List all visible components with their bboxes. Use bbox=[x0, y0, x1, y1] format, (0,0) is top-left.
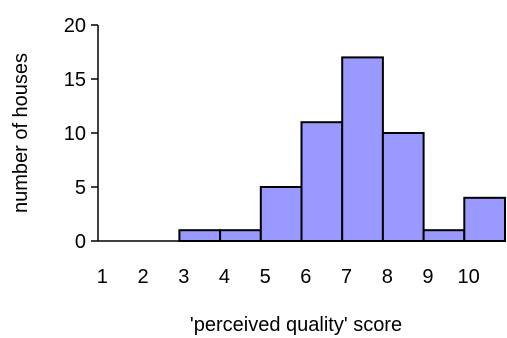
x-tick-label: 2 bbox=[137, 266, 148, 288]
bar-10 bbox=[463, 196, 506, 243]
bar-7 bbox=[341, 56, 384, 243]
x-tick-label: 6 bbox=[300, 266, 311, 288]
bars-group bbox=[178, 56, 506, 243]
x-tick-label: 9 bbox=[422, 266, 433, 288]
x-tick-label: 5 bbox=[260, 266, 271, 288]
x-axis-tick-labels: 1 2 3 4 5 6 7 8 9 10 bbox=[97, 266, 480, 288]
x-tick-label: 7 bbox=[341, 266, 352, 288]
x-tick-label: 3 bbox=[178, 266, 189, 288]
bar-8 bbox=[381, 132, 425, 242]
y-axis-title: number of houses bbox=[10, 53, 32, 213]
bar-5 bbox=[259, 186, 303, 242]
y-tick-label: 5 bbox=[75, 177, 86, 199]
x-tick-label: 4 bbox=[219, 266, 230, 288]
x-tick-label: 1 bbox=[97, 266, 108, 288]
x-axis-title: 'perceived quality' score bbox=[190, 314, 402, 336]
y-axis-ticks: 0 5 10 15 20 bbox=[64, 15, 98, 253]
x-tick-label: 8 bbox=[382, 266, 393, 288]
y-tick-label: 20 bbox=[64, 15, 86, 37]
bar-4 bbox=[219, 229, 262, 242]
x-tick-label: 10 bbox=[458, 266, 480, 288]
bar-9 bbox=[422, 229, 466, 242]
y-tick-label: 10 bbox=[64, 123, 86, 145]
y-tick-label: 0 bbox=[75, 231, 86, 253]
y-tick-label: 15 bbox=[64, 69, 86, 91]
bar-3 bbox=[178, 229, 222, 242]
bar-6 bbox=[300, 121, 344, 242]
